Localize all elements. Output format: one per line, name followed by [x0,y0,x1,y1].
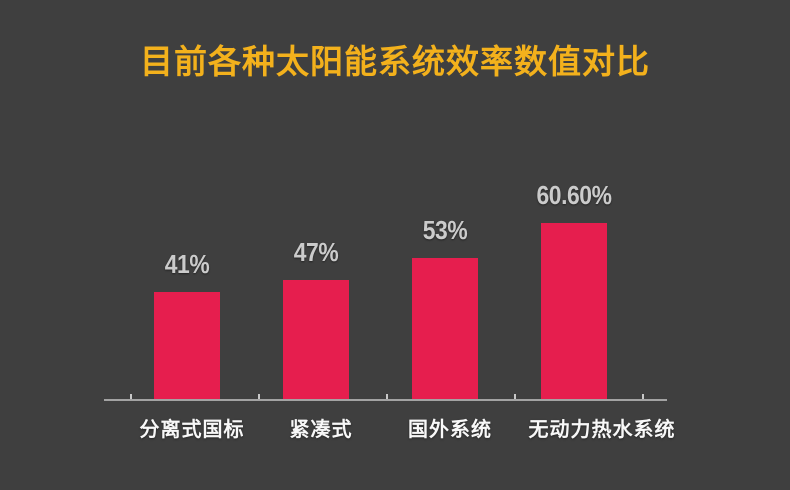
bar-value-label: 41% [164,249,210,279]
bar-value-label: 60.60% [536,180,612,210]
axis-tick [130,394,132,399]
category-label: 分离式国标 [139,419,245,441]
axis-tick [386,394,388,399]
axis-tick [258,394,260,399]
category-label: 无动力热水系统 [528,419,676,441]
bar [283,280,349,400]
bar-value-label: 53% [422,215,468,245]
x-axis-line [104,399,667,401]
axis-tick [514,394,516,399]
axis-tick [642,394,644,399]
bar [154,292,220,400]
bar-chart: 41% 分离式国标 47% 紧凑式 53% 国外系统 60.60% 无动力热水系统 [104,0,675,490]
bar-value-label: 47% [293,237,339,267]
chart-title: 目前各种太阳能系统效率数值对比 [140,43,650,80]
category-label: 国外系统 [408,419,492,441]
bar [412,258,478,400]
category-label: 紧凑式 [289,419,353,441]
bar [541,223,607,400]
